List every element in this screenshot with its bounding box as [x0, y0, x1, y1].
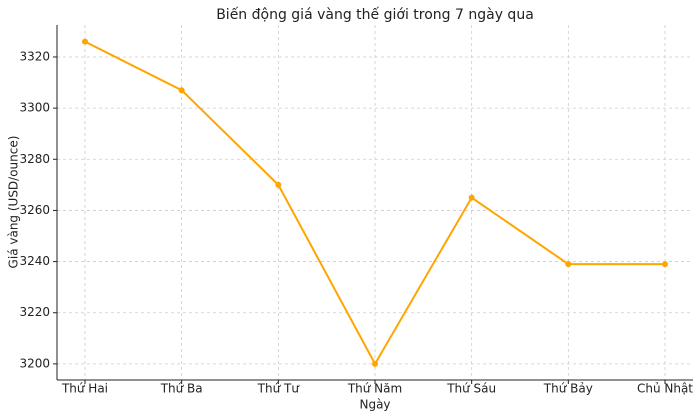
x-tick-label: Thứ Năm [347, 382, 402, 396]
point [565, 261, 572, 268]
point [468, 194, 475, 201]
y-tick-label: 3280 [19, 152, 50, 166]
point [82, 38, 88, 45]
y-tick-label: 3300 [19, 101, 50, 115]
point [372, 360, 378, 367]
point [275, 181, 282, 188]
y-tick-label: 3220 [19, 305, 50, 319]
point [662, 261, 668, 268]
point [178, 87, 185, 94]
y-tick-label: 3320 [19, 49, 50, 63]
x-tick-label: Thứ Tư [257, 382, 301, 396]
chart-title: Biến động giá vàng thế giới trong 7 ngày… [216, 6, 534, 23]
y-tick-label: 3260 [19, 203, 50, 217]
y-tick-label: 3200 [19, 356, 50, 370]
y-axis-label: Giá vàng (USD/ounce) [7, 136, 21, 269]
x-tick-label: Thứ Hai [61, 382, 108, 396]
x-tick-label: Thứ Bảy [543, 382, 593, 396]
y-tick-label: 3240 [19, 254, 50, 268]
x-tick-label: Thứ Sáu [446, 382, 496, 396]
x-tick-label: Thứ Ba [160, 382, 203, 396]
x-tick-label: Chủ Nhật [637, 382, 693, 396]
x-axis-label: Ngày [359, 398, 390, 412]
